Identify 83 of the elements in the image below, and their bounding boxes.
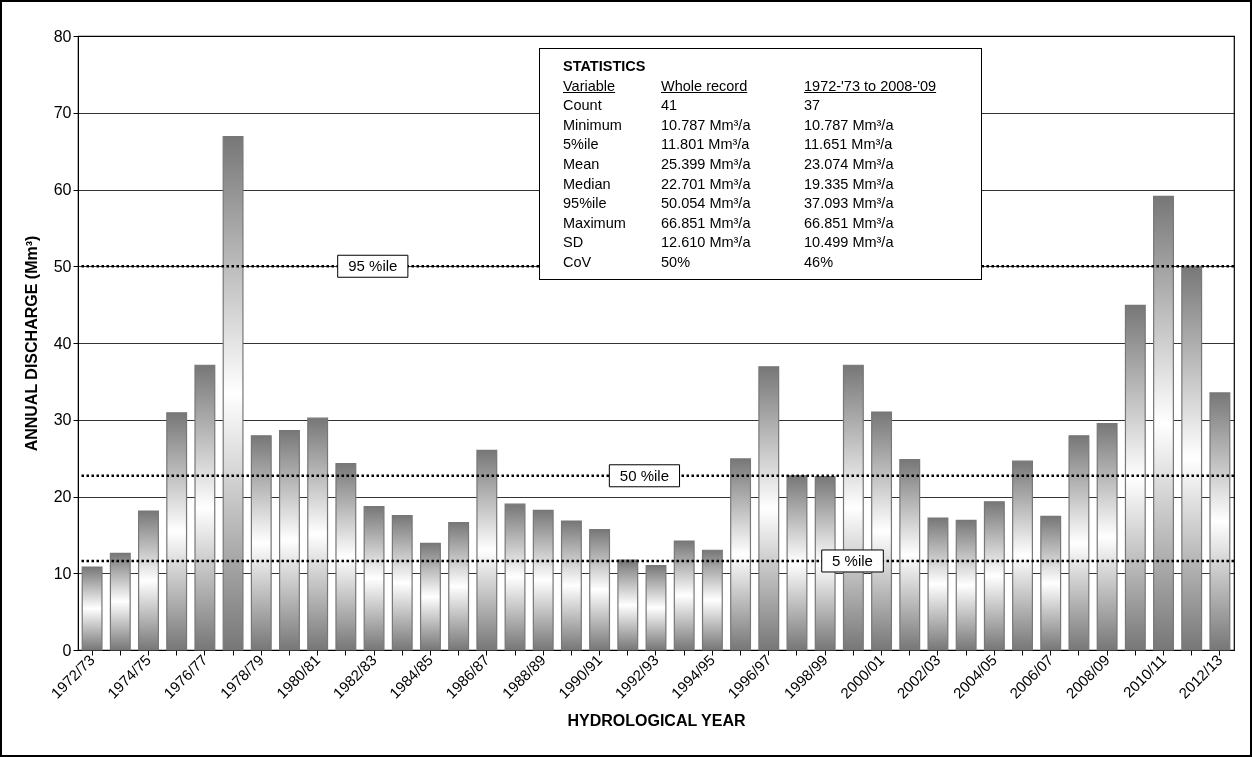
- bar: [1096, 422, 1118, 651]
- annotation: Whole record: [661, 77, 748, 94]
- annotation: 41: [661, 96, 679, 116]
- bar: [983, 501, 1005, 651]
- bar: [1012, 460, 1033, 651]
- annotation: 19.335 Mm³/a: [804, 174, 895, 194]
- bar: [81, 566, 103, 651]
- bar: [758, 366, 780, 651]
- annotation: 37: [804, 96, 822, 116]
- annotation: 50%: [661, 252, 692, 272]
- y-tick-label: 50: [53, 257, 72, 275]
- y-tick-label: 60: [53, 181, 72, 198]
- bar: [1068, 435, 1090, 651]
- bar: [1153, 195, 1174, 651]
- bar: [532, 509, 554, 651]
- bar: [560, 520, 582, 651]
- annotation: 23.074 Mm³/a: [804, 154, 895, 174]
- bar: [673, 540, 695, 651]
- annotation: SD: [563, 233, 585, 253]
- bar: [1181, 265, 1203, 651]
- annotation: 37.093 Mm³/a: [804, 194, 895, 214]
- annotation: Count: [563, 96, 603, 116]
- annotation: STATISTICS: [563, 57, 647, 76]
- bar: [166, 412, 188, 651]
- annotation: 12.610 Mm³/a: [661, 233, 752, 253]
- annotation: 10.787 Mm³/a: [804, 115, 895, 135]
- bar: [363, 505, 385, 651]
- y-axis-title: ANNUAL DISCHARGE (Mm³): [22, 235, 40, 452]
- annotation: 10.787 Mm³/a: [661, 115, 752, 135]
- y-tick-label: 40: [53, 334, 72, 352]
- bar: [1209, 392, 1231, 651]
- annotation: 11.801 Mm³/a: [661, 135, 751, 155]
- annotation: 95%ile: [563, 194, 608, 214]
- bar: [701, 549, 723, 651]
- y-tick-label: 20: [53, 488, 72, 505]
- annotation: CoV: [563, 252, 593, 272]
- bar: [250, 435, 272, 651]
- bar: [504, 503, 526, 651]
- annotation: Variable: [563, 77, 616, 94]
- bar: [476, 449, 498, 651]
- annotation: 1972-'73 to 2008-'09: [804, 77, 937, 94]
- annotation: Minimum: [563, 115, 623, 135]
- bar: [1124, 304, 1146, 651]
- bar: [589, 528, 611, 651]
- annotation: 25.399 Mm³/a: [661, 154, 752, 174]
- bar: [109, 552, 131, 651]
- annotation: 50.054 Mm³/a: [661, 194, 752, 214]
- annotation: 10.499 Mm³/a: [804, 233, 895, 253]
- bar: [645, 564, 667, 651]
- annotation: 5%ile: [563, 135, 600, 155]
- bar: [617, 559, 639, 651]
- bar: [448, 522, 470, 651]
- bar: [138, 510, 159, 651]
- y-tick-label: 80: [53, 27, 72, 45]
- bar: [391, 515, 413, 651]
- bar: [899, 459, 921, 651]
- bar: [307, 417, 329, 651]
- ref-line-label: 95 %ile: [348, 257, 398, 275]
- annotation: Mean: [563, 154, 601, 174]
- bar: [955, 519, 977, 651]
- bar: [222, 135, 244, 651]
- bar: [786, 475, 808, 651]
- x-axis-title: HYDROLOGICAL YEAR: [567, 712, 746, 730]
- bar: [419, 542, 441, 651]
- annotation: 66.851 Mm³/a: [661, 213, 752, 233]
- ref-line-label: 5 %ile: [832, 551, 873, 569]
- annotation: Median: [563, 174, 612, 194]
- annotation: 11.651 Mm³/a: [804, 135, 894, 155]
- annotation: 22.701 Mm³/a: [661, 174, 752, 194]
- bar: [927, 517, 949, 651]
- annotation: Maximum: [563, 213, 627, 233]
- y-tick-label: 0: [62, 641, 72, 659]
- y-tick-label: 30: [53, 411, 72, 429]
- bar: [335, 462, 357, 651]
- y-tick-label: 10: [53, 564, 72, 582]
- annotation: 46%: [804, 252, 835, 272]
- annotation: 66.851 Mm³/a: [804, 213, 895, 233]
- bar: [730, 458, 752, 651]
- y-tick-label: 70: [53, 104, 72, 122]
- bar: [1040, 515, 1062, 651]
- ref-line-label: 50 %ile: [619, 466, 670, 484]
- bar: [194, 364, 216, 651]
- bar: [279, 429, 300, 651]
